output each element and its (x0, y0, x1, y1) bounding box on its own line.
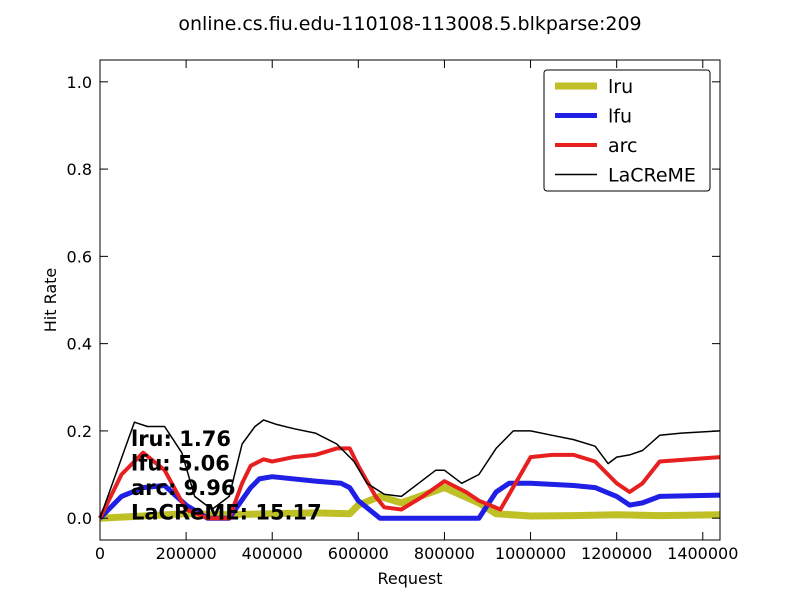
x-tick-label: 0 (95, 544, 105, 563)
y-tick-label: 0.4 (67, 335, 92, 354)
y-tick-label: 1.0 (67, 73, 92, 92)
y-tick-label: 0.0 (67, 509, 92, 528)
y-tick-label: 0.8 (67, 160, 92, 179)
x-axis-label: Request (378, 569, 443, 588)
x-tick-label: 1200000 (581, 544, 652, 563)
x-tick-label: 800000 (414, 544, 475, 563)
x-tick-label: 200000 (156, 544, 217, 563)
annotation-lacreme: LaCReME: 15.17 (131, 501, 322, 525)
y-axis-label: Hit Rate (41, 268, 60, 333)
legend-box (543, 69, 711, 192)
legend: lru lfu arc LaCReME (543, 69, 711, 192)
annotation-lru: lru: 1.76 (131, 427, 231, 451)
annotation-lfu: lfu: 5.06 (131, 452, 230, 476)
chart-title: online.cs.fiu.edu-110108-113008.5.blkpar… (178, 13, 641, 35)
legend-label-lfu: lfu (608, 106, 632, 128)
y-tick-label: 0.2 (67, 422, 92, 441)
y-axis: 0.0 0.2 0.4 0.6 0.8 1.0 (67, 73, 720, 528)
series-layer (98, 419, 721, 522)
legend-label-lacreme: LaCReME (608, 165, 696, 187)
x-axis: 0 200000 400000 600000 800000 1000000 1200000 1… (95, 60, 738, 563)
plot-frame (99, 59, 721, 541)
x-tick-label: 1000000 (495, 544, 566, 563)
x-tick-label: 1400000 (667, 544, 738, 563)
series-line-arc (98, 446, 721, 521)
series-line-lacreme (99, 419, 721, 519)
y-tick-label: 0.6 (67, 247, 92, 266)
legend-label-arc: arc (608, 135, 637, 157)
annotation-arc: arc: 9.96 (131, 476, 236, 500)
legend-label-lru: lru (608, 76, 633, 98)
series-line-lru (99, 484, 721, 522)
x-tick-label: 400000 (242, 544, 303, 563)
series-line-lfu (98, 474, 721, 521)
x-tick-label: 600000 (328, 544, 389, 563)
